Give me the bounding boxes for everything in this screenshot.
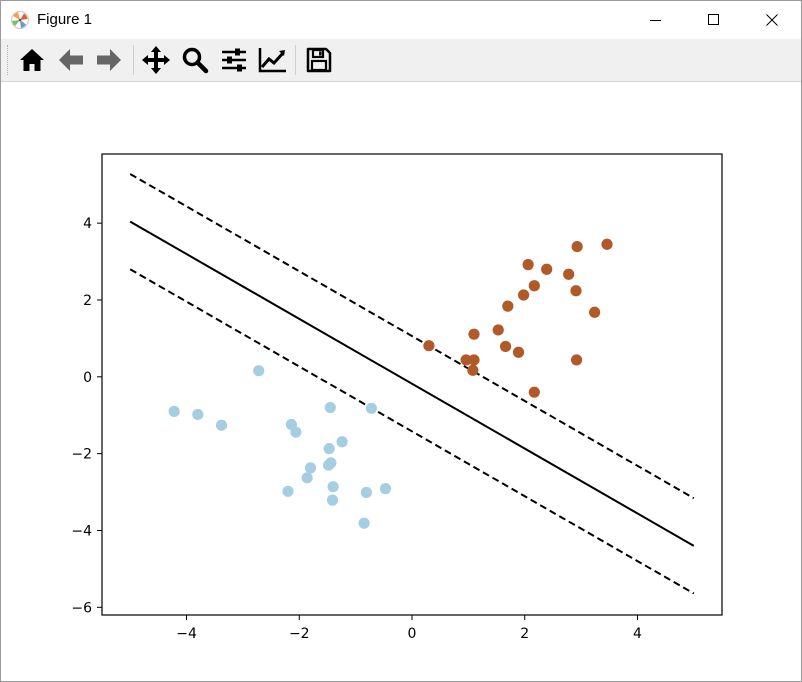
point-class-b [502, 300, 514, 312]
point-class-a [365, 402, 378, 414]
point-class-b [528, 280, 540, 292]
point-class-a [322, 459, 335, 471]
x-axis-ticks: −4 −2 0 2 4 [176, 615, 642, 642]
point-class-b [570, 285, 582, 297]
point-class-b [601, 238, 613, 250]
figure-canvas[interactable]: −4 −2 0 2 4 −6 −4 −2 0 2 4 [1, 82, 801, 681]
point-class-a [358, 517, 370, 529]
point-class-b [522, 259, 534, 271]
y-tick-label: −6 [71, 600, 92, 616]
y-axis-ticks: −6 −4 −2 0 2 4 [71, 216, 102, 616]
y-tick-label: 0 [83, 370, 92, 386]
point-class-a [324, 401, 336, 414]
close-button[interactable] [743, 1, 801, 39]
toolbar-grip[interactable] [7, 45, 10, 75]
maximize-icon [708, 14, 719, 25]
minimize-button[interactable] [627, 1, 685, 39]
point-class-a [323, 443, 335, 455]
point-class-b [512, 346, 525, 358]
point-class-b [571, 240, 583, 253]
point-class-a [215, 419, 228, 431]
x-tick-label: 0 [408, 626, 417, 642]
maximize-button[interactable] [685, 1, 743, 39]
home-button[interactable] [15, 43, 49, 77]
point-class-a [336, 436, 348, 448]
y-tick-label: 4 [83, 216, 92, 232]
arrow-right-icon [97, 49, 121, 71]
window-title: Figure 1 [37, 11, 93, 28]
sliders-icon [222, 48, 246, 72]
point-class-b [460, 354, 472, 366]
point-class-a [326, 494, 339, 506]
data-points [168, 238, 613, 529]
point-class-a [301, 472, 313, 484]
point-class-b [499, 340, 512, 353]
back-button[interactable] [54, 43, 88, 77]
x-tick-label: −2 [289, 626, 310, 642]
pan-button[interactable] [139, 43, 173, 77]
point-class-a [290, 426, 302, 438]
y-tick-label: −2 [71, 447, 92, 463]
point-class-b [528, 386, 540, 398]
point-class-b [468, 354, 480, 366]
point-class-b [563, 268, 575, 280]
chart-line-icon [258, 48, 286, 73]
title-bar[interactable]: Figure 1 [1, 1, 801, 39]
arrow-left-icon [59, 49, 83, 71]
floppy-disk-icon [306, 47, 332, 73]
scatter-chart: −4 −2 0 2 4 −6 −4 −2 0 2 4 [71, 153, 723, 642]
magnifier-icon [182, 47, 209, 74]
x-tick-label: 4 [633, 626, 642, 642]
point-class-a [360, 486, 372, 499]
point-class-b [541, 263, 553, 275]
navigation-toolbar [1, 39, 801, 82]
matplotlib-logo-icon [11, 11, 29, 29]
point-class-b [492, 324, 504, 336]
home-icon [20, 49, 44, 71]
point-class-a [304, 462, 317, 474]
point-class-b [468, 328, 480, 340]
y-tick-label: 2 [83, 293, 92, 309]
point-class-b [570, 354, 583, 366]
point-class-a [168, 405, 180, 417]
subplots-button[interactable] [217, 43, 251, 77]
decision-boundary-line [129, 220, 695, 547]
point-class-a [192, 408, 204, 421]
x-tick-label: −4 [176, 626, 197, 642]
toolbar-separator [295, 45, 296, 75]
toolbar-separator [133, 45, 134, 75]
point-class-b [518, 289, 530, 301]
margin-line-1 [129, 173, 695, 500]
minimize-icon [650, 20, 661, 21]
point-class-a [253, 365, 265, 377]
x-tick-label: 2 [520, 626, 529, 642]
zoom-button[interactable] [178, 43, 212, 77]
customize-button[interactable] [256, 43, 290, 77]
point-class-a [282, 485, 294, 497]
point-class-b [467, 364, 479, 376]
save-button[interactable] [302, 43, 336, 77]
margin-line-2 [129, 268, 695, 595]
point-class-a [327, 481, 339, 493]
move-icon [142, 46, 170, 74]
decision-lines [129, 173, 695, 595]
point-class-b [423, 340, 435, 352]
point-class-b [589, 306, 601, 318]
forward-button[interactable] [92, 43, 126, 77]
close-icon [766, 14, 778, 26]
point-class-a [379, 483, 392, 495]
y-tick-label: −4 [71, 523, 92, 539]
